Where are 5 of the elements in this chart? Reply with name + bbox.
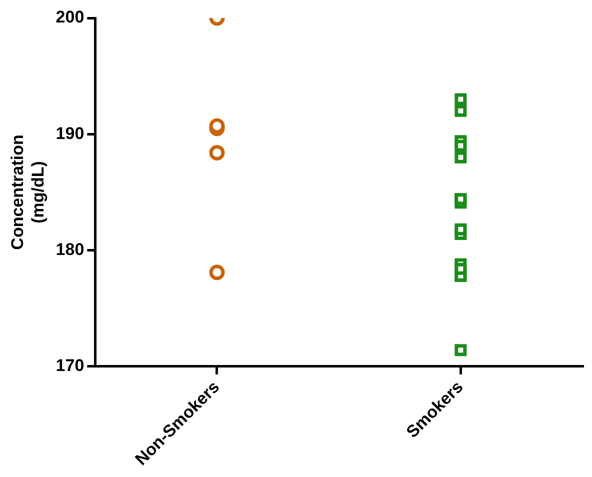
y-tick-label: 200 xyxy=(56,8,84,27)
y-tick-label: 190 xyxy=(56,124,84,143)
y-tick-label: 170 xyxy=(56,356,84,376)
y-tick-label: 180 xyxy=(56,240,84,259)
y-axis-title: Concentration (mg/dL) xyxy=(8,134,48,250)
